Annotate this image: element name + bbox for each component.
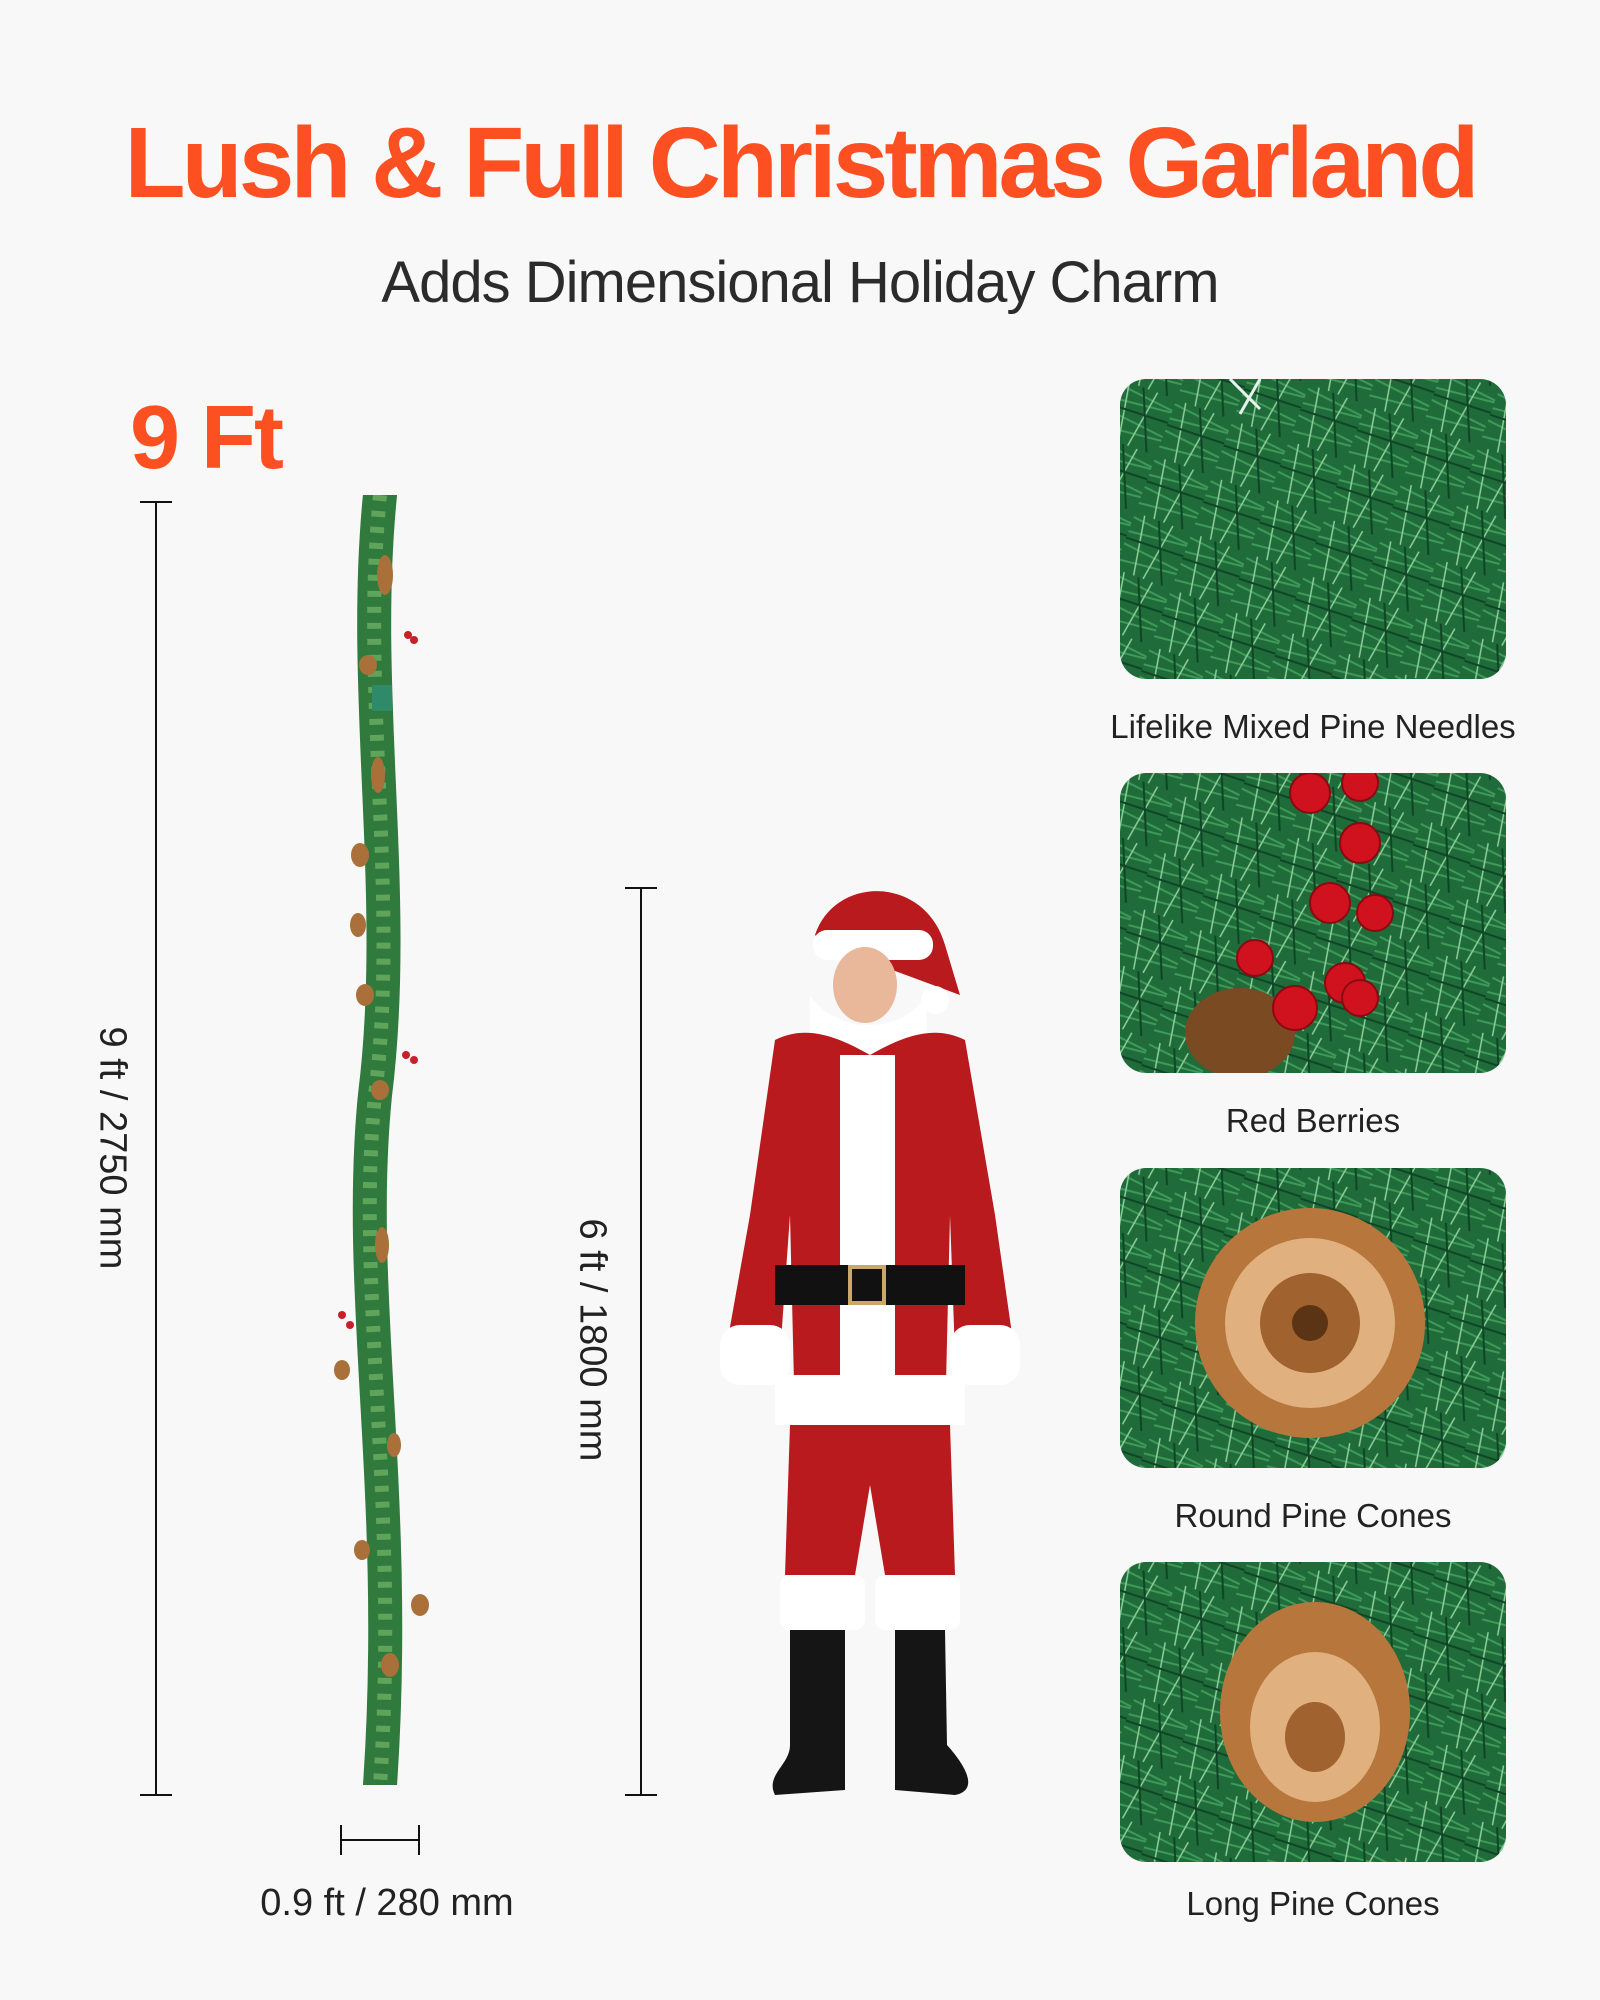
dimension-cap-top [140, 501, 172, 503]
garland-image [334, 495, 429, 1785]
santa-figure-image [720, 891, 1020, 1795]
dimension-line [640, 887, 642, 1795]
page-title: Lush & Full Christmas Garland [124, 107, 1480, 219]
pine-needles-image [1120, 379, 1506, 679]
length-heading: 9 Ft [130, 388, 284, 488]
feature-caption: Round Pine Cones [1174, 1497, 1452, 1534]
dimension-cap-bottom [140, 1794, 172, 1796]
santa-height-label: 6 ft / 1800 mm [571, 1218, 614, 1462]
dimension-cap-bottom [625, 1794, 657, 1796]
garland-length-label: 9 ft / 2750 mm [91, 1026, 134, 1270]
page-subtitle: Adds Dimensional Holiday Charm [381, 250, 1219, 315]
feature-caption: Long Pine Cones [1186, 1885, 1440, 1922]
dimension-line [341, 1839, 419, 1841]
dimension-cap-right [418, 1825, 420, 1855]
long-pine-cone-image [1120, 1562, 1506, 1862]
dimension-line [155, 501, 157, 1795]
feature-caption: Red Berries [1225, 1102, 1401, 1139]
garland-width-label: 0.9 ft / 280 mm [260, 1882, 514, 1924]
red-berries-image [1120, 773, 1506, 1073]
dimension-cap-left [340, 1825, 342, 1855]
dimension-cap-top [625, 887, 657, 889]
feature-caption: Lifelike Mixed Pine Needles [1110, 708, 1516, 745]
round-pine-cone-image [1120, 1168, 1506, 1468]
